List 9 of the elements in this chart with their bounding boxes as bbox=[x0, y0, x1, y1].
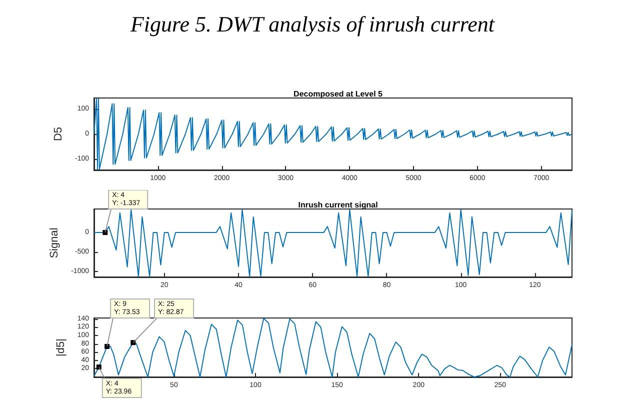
chart-title: Figure 5. DWT analysis of inrush current bbox=[129, 12, 496, 36]
y-axis-title: |d5| bbox=[54, 338, 67, 356]
chart-title: Inrush current signal bbox=[298, 200, 378, 210]
line-series bbox=[94, 208, 572, 278]
y-axis-title: Signal bbox=[48, 228, 61, 258]
line-series bbox=[94, 98, 572, 170]
chart-subtitle: Decomposed at Level 5 bbox=[294, 90, 384, 98]
line-series bbox=[94, 318, 572, 378]
y-axis-title: D5 bbox=[52, 126, 65, 142]
